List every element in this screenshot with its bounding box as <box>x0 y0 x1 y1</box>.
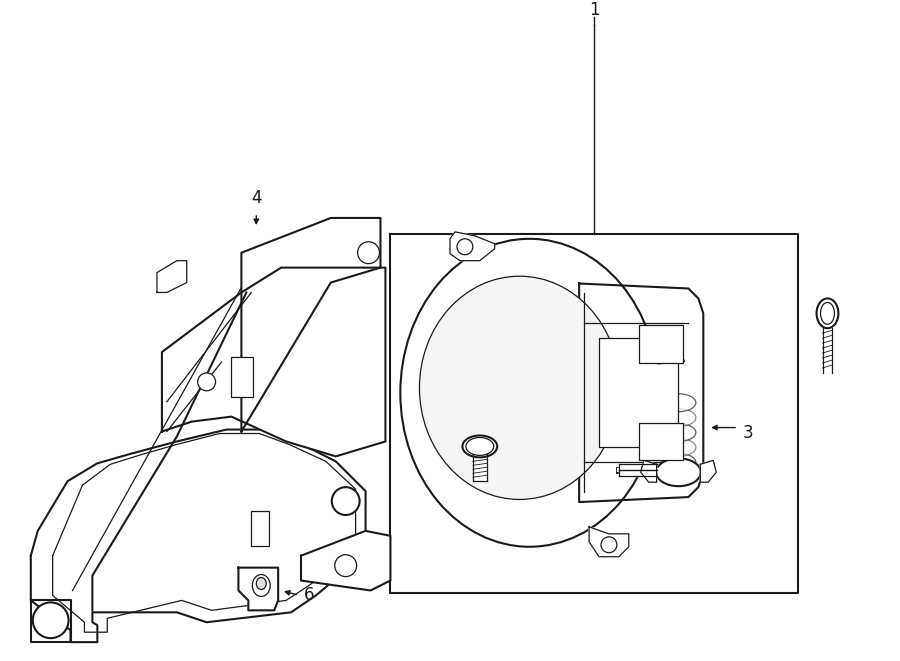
Polygon shape <box>700 460 716 482</box>
Text: 4: 4 <box>251 189 262 207</box>
Ellipse shape <box>256 578 266 590</box>
Polygon shape <box>450 232 495 260</box>
Ellipse shape <box>252 574 270 596</box>
Circle shape <box>601 537 617 553</box>
Ellipse shape <box>419 276 619 500</box>
Text: 3: 3 <box>742 424 753 442</box>
Polygon shape <box>241 218 381 432</box>
Polygon shape <box>579 284 703 502</box>
Ellipse shape <box>662 453 696 471</box>
Text: 1: 1 <box>589 1 599 19</box>
Ellipse shape <box>662 424 696 442</box>
Ellipse shape <box>400 239 659 547</box>
Bar <box>599 338 679 447</box>
Circle shape <box>32 602 68 638</box>
Polygon shape <box>301 531 391 590</box>
Polygon shape <box>157 260 187 292</box>
Ellipse shape <box>662 408 696 426</box>
Ellipse shape <box>466 438 494 455</box>
Circle shape <box>335 555 356 576</box>
Polygon shape <box>590 527 629 557</box>
Ellipse shape <box>656 458 701 486</box>
Circle shape <box>457 239 472 254</box>
Ellipse shape <box>662 394 696 412</box>
Ellipse shape <box>662 438 696 456</box>
Bar <box>231 357 253 397</box>
Circle shape <box>332 487 360 515</box>
Ellipse shape <box>821 302 834 325</box>
Polygon shape <box>238 568 278 610</box>
Polygon shape <box>162 268 385 456</box>
Bar <box>639 325 683 363</box>
Circle shape <box>198 373 216 391</box>
Polygon shape <box>641 460 657 482</box>
Bar <box>251 511 269 546</box>
Text: 5: 5 <box>524 447 535 465</box>
Text: 6: 6 <box>303 586 314 604</box>
Text: 2: 2 <box>823 359 832 377</box>
Ellipse shape <box>463 436 497 457</box>
Polygon shape <box>31 430 365 642</box>
Ellipse shape <box>816 298 839 329</box>
Circle shape <box>357 242 380 264</box>
Bar <box>639 422 683 460</box>
